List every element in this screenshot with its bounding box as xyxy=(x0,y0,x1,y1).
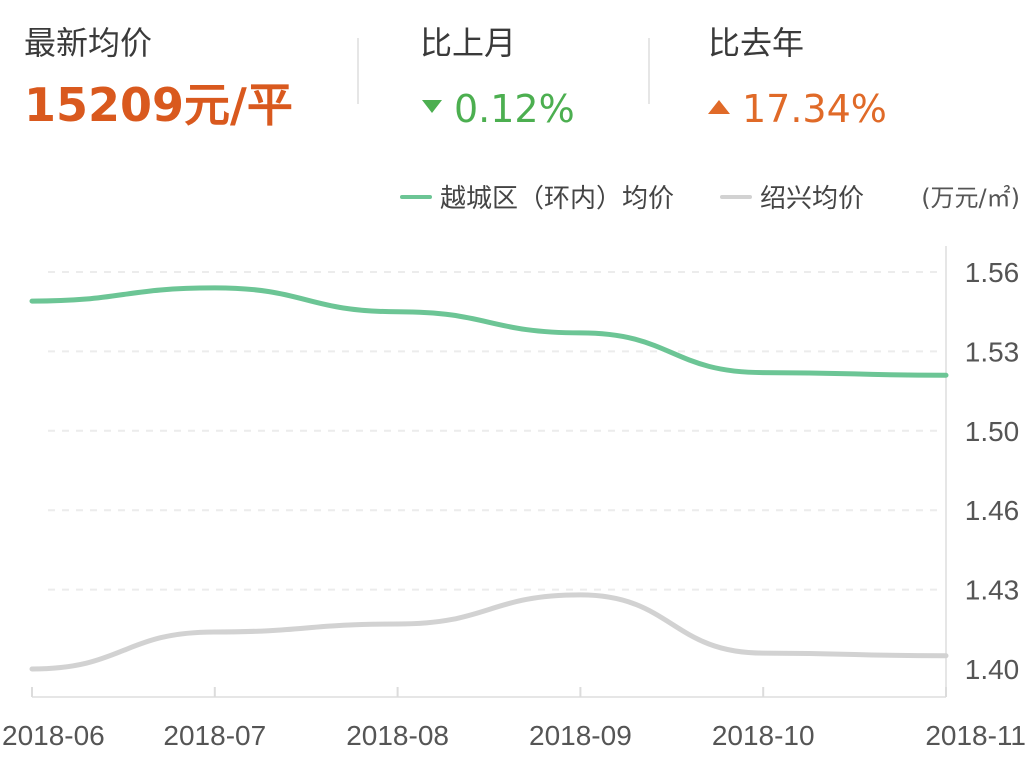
down-arrow-icon xyxy=(422,100,442,113)
city-price-line xyxy=(29,592,949,672)
x-tick-label: 2018-07 xyxy=(163,720,266,751)
mom-change: 0.12% xyxy=(422,90,575,128)
mom-label: 比上月 xyxy=(420,24,517,62)
y-tick-label: 1.40 xyxy=(965,654,1020,685)
yoy-label: 比去年 xyxy=(708,24,805,62)
x-tick-label: 2018-08 xyxy=(346,720,449,751)
legend-label-district: 越城区（环内）均价 xyxy=(440,184,674,214)
y-tick-label: 1.43 xyxy=(965,575,1020,606)
x-tick-label: 2018-06 xyxy=(2,720,105,751)
latest-price-label: 最新均价 xyxy=(24,24,153,62)
latest-price-value: 15209元/平 xyxy=(24,78,293,132)
x-tick-label: 2018-11 xyxy=(925,720,1026,751)
up-arrow-icon xyxy=(708,99,730,114)
x-tick-label: 2018-09 xyxy=(529,720,632,751)
mom-value: 0.12% xyxy=(454,87,575,131)
yoy-change: 17.34% xyxy=(708,90,887,128)
divider xyxy=(357,38,359,104)
y-tick-label: 1.53 xyxy=(965,336,1020,367)
y-tick-label: 1.56 xyxy=(965,257,1020,288)
district-price-line xyxy=(29,285,949,378)
legend-label-city: 绍兴均价 xyxy=(760,184,864,214)
price-summary: 最新均价 15209元/平 比上月 0.12% 比去年 17.34% xyxy=(0,0,1028,150)
x-tick-label: 2018-10 xyxy=(712,720,815,751)
y-tick-label: 1.46 xyxy=(965,495,1020,526)
y-tick-label: 1.50 xyxy=(965,416,1020,447)
yoy-value: 17.34% xyxy=(742,87,887,131)
unit-label: (万元/㎡) xyxy=(921,184,1020,212)
divider xyxy=(648,38,650,104)
